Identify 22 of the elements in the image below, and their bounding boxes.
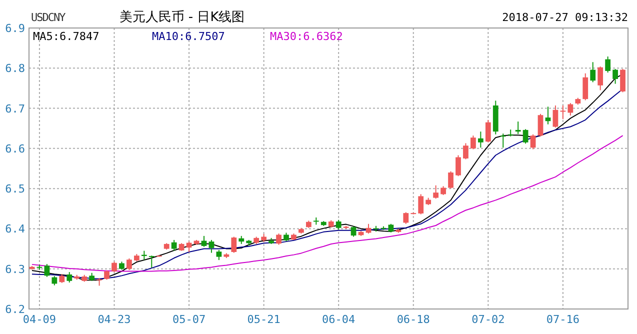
x-tick-label: 05-07 — [172, 313, 206, 326]
y-tick-label: 6.9 — [5, 22, 25, 35]
text: 2018-07-27 09:13:32 — [502, 11, 628, 24]
x-tick-label: 04-23 — [98, 313, 131, 326]
x-tick-label: 07-16 — [546, 313, 580, 326]
y-tick-label: 6.7 — [5, 102, 25, 116]
x-tick-label: 04-09 — [22, 313, 56, 326]
x-tick-label: 06-18 — [396, 313, 430, 326]
x-tick-label: 07-02 — [472, 313, 505, 326]
x-tick-label: 05-21 — [247, 313, 280, 326]
text: MA5:6.7847 — [33, 30, 100, 43]
x-tick-label: 06-04 — [322, 313, 356, 326]
y-tick-label: 6.8 — [5, 62, 25, 76]
text: USDCNY — [31, 11, 66, 24]
y-tick-label: 6.5 — [5, 182, 25, 196]
text: MA30:6.6362 — [270, 30, 343, 43]
text: MA10:6.7507 — [152, 30, 225, 43]
y-tick-label: 6.4 — [5, 222, 26, 236]
y-tick-label: 6.2 — [5, 303, 25, 316]
y-tick-label: 6.6 — [5, 142, 25, 156]
chart-title: 美元人民币 - 日K线图 — [119, 9, 245, 25]
y-tick-label: 6.3 — [5, 262, 25, 276]
